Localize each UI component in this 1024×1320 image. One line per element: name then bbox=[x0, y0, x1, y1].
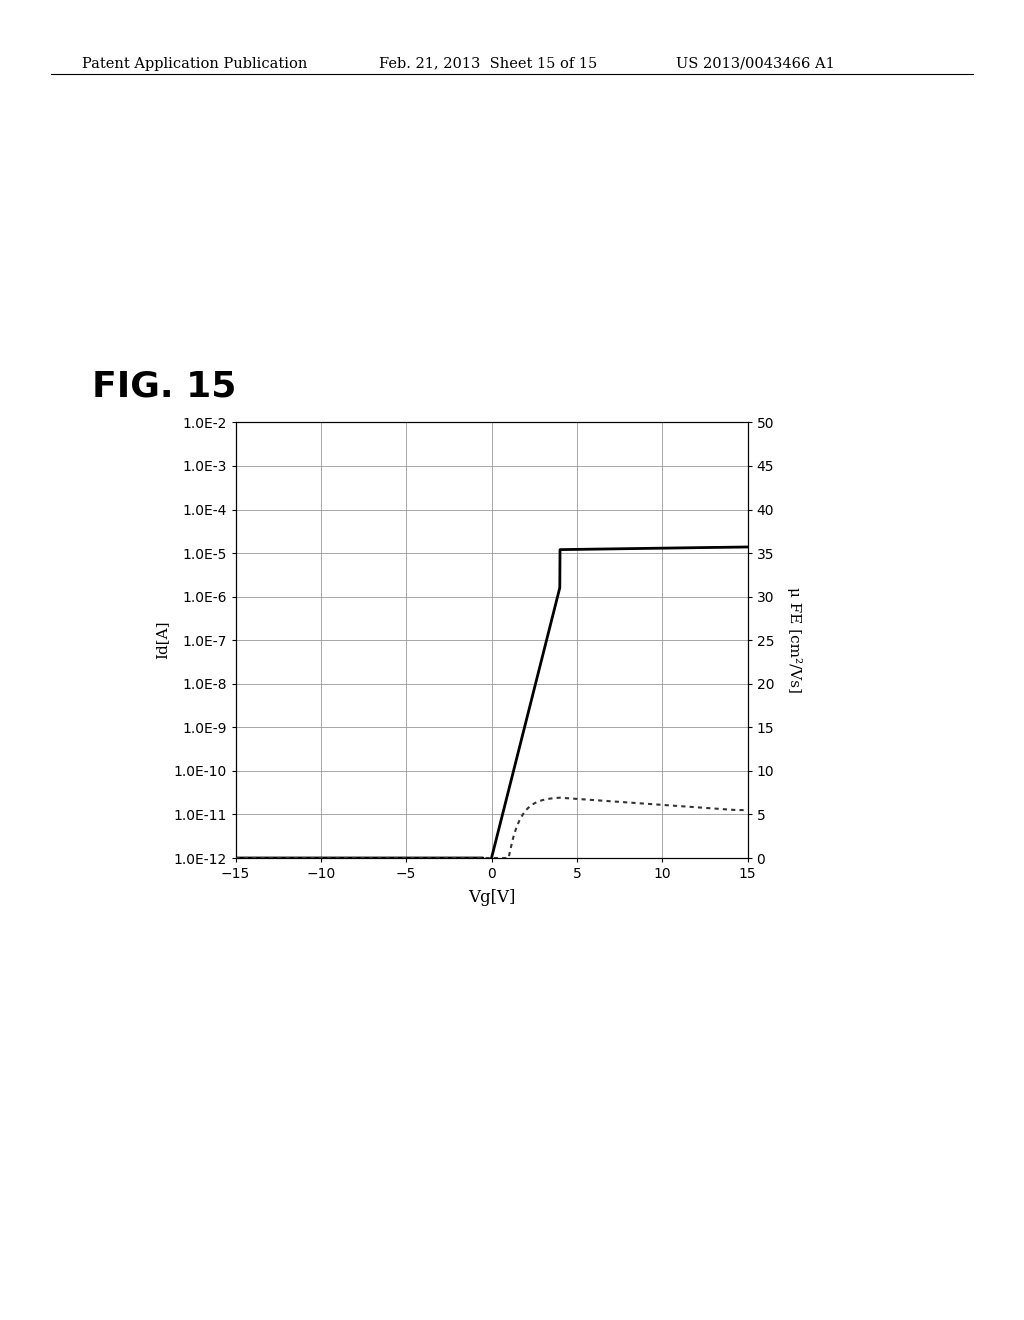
Text: US 2013/0043466 A1: US 2013/0043466 A1 bbox=[676, 57, 835, 71]
Text: Patent Application Publication: Patent Application Publication bbox=[82, 57, 307, 71]
Text: FIG. 15: FIG. 15 bbox=[92, 370, 237, 404]
Y-axis label: μ FE [cm²/Vs]: μ FE [cm²/Vs] bbox=[787, 587, 802, 693]
X-axis label: Vg[V]: Vg[V] bbox=[468, 890, 515, 907]
Text: Feb. 21, 2013  Sheet 15 of 15: Feb. 21, 2013 Sheet 15 of 15 bbox=[379, 57, 597, 71]
Y-axis label: Id[A]: Id[A] bbox=[155, 620, 169, 660]
